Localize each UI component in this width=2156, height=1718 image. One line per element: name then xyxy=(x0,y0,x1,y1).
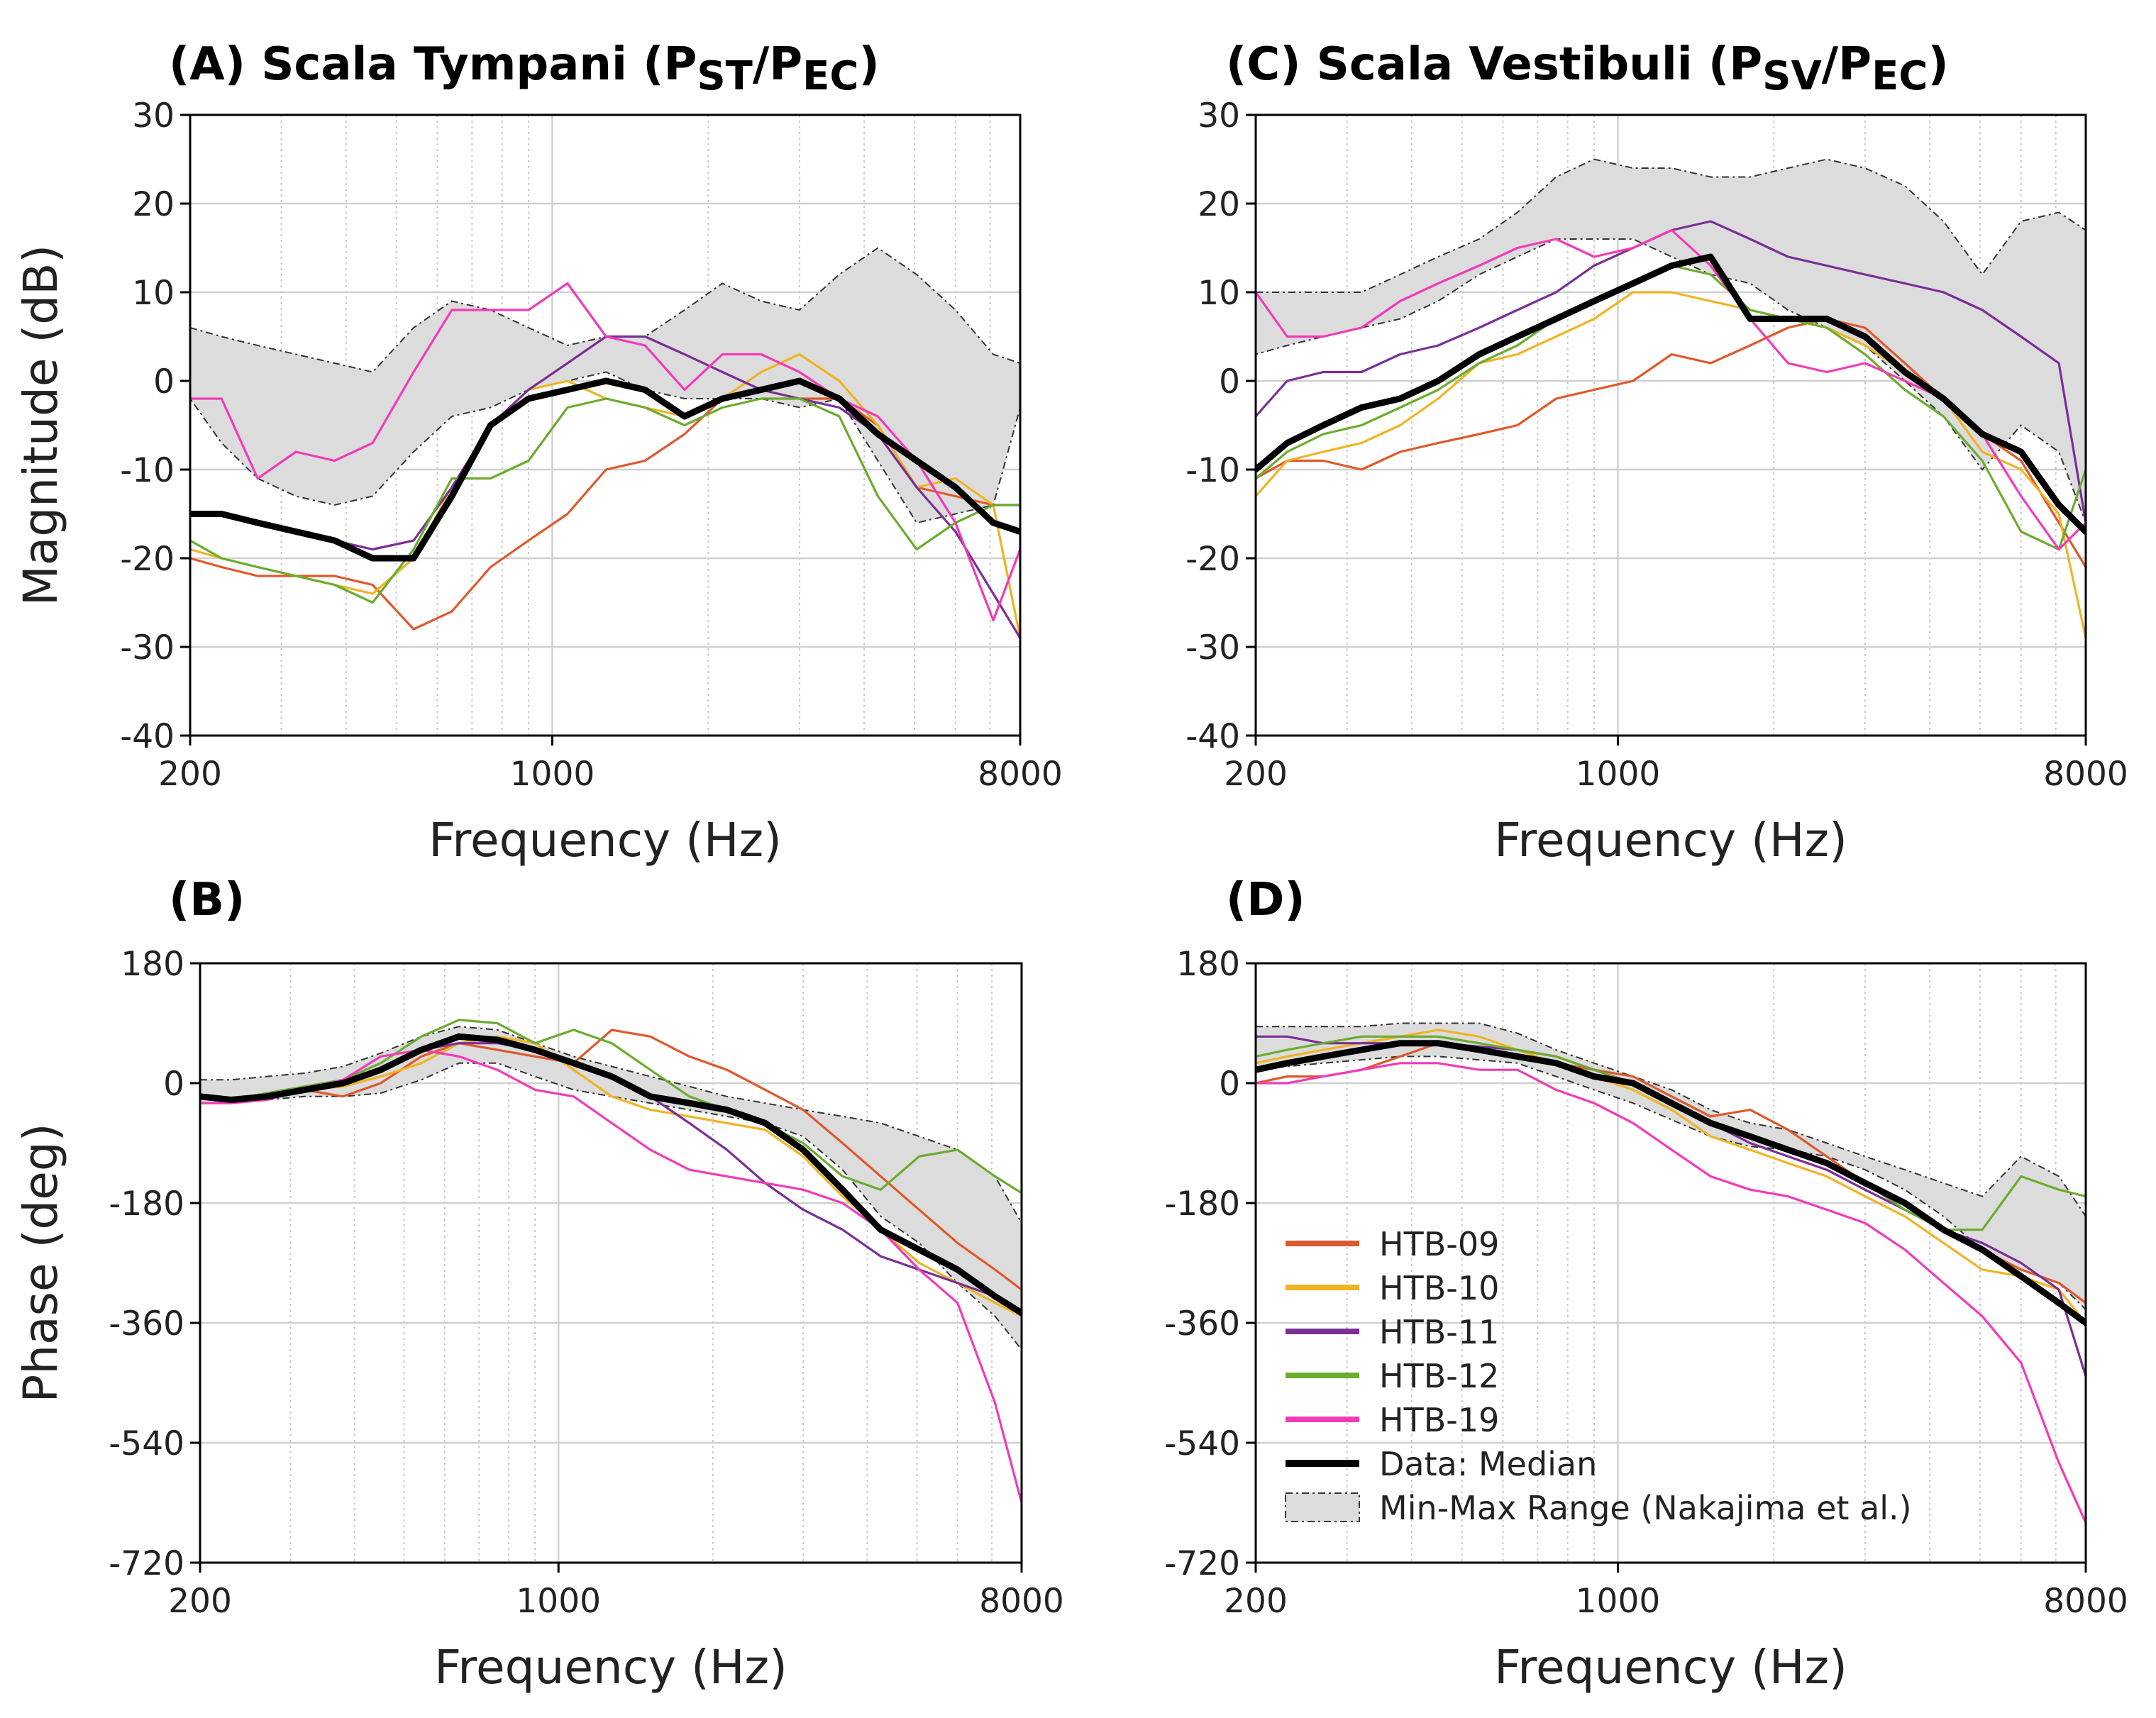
x-tick-label: 1000 xyxy=(1576,755,1661,794)
y-tick-label: 0 xyxy=(1219,362,1240,401)
y-tick-label: -360 xyxy=(1164,1304,1240,1343)
y-tick-label: 30 xyxy=(132,96,175,135)
series-line-htb-19 xyxy=(190,282,1020,622)
legend-label: Min-Max Range (Nakajima et al.) xyxy=(1379,1489,1912,1527)
panel-title: (B) xyxy=(169,874,245,926)
legend-item-htb-09: HTB-09 xyxy=(1286,1225,1499,1263)
series-line-htb-09 xyxy=(200,1029,1022,1291)
legend-item-htb-11: HTB-11 xyxy=(1286,1313,1499,1351)
x-axis-label: Frequency (Hz) xyxy=(1494,1640,1847,1695)
series-line-data-median xyxy=(1256,1040,2086,1326)
y-tick-label: -360 xyxy=(109,1304,184,1343)
y-tick-label: 180 xyxy=(121,945,184,984)
legend-item-htb-10: HTB-10 xyxy=(1286,1269,1499,1307)
y-tick-label: 20 xyxy=(132,185,175,224)
series-line-htb-19 xyxy=(1256,1062,2086,1524)
y-tick-label: 10 xyxy=(132,274,175,313)
y-tick-label: -720 xyxy=(109,1544,184,1583)
y-tick-label: -720 xyxy=(1164,1544,1240,1583)
x-tick-label: 1000 xyxy=(516,1582,601,1621)
x-axis-label: Frequency (Hz) xyxy=(1494,813,1847,868)
legend-item-htb-12: HTB-12 xyxy=(1286,1357,1499,1395)
y-tick-label: -180 xyxy=(109,1185,184,1224)
legend-label: HTB-11 xyxy=(1379,1313,1499,1351)
y-tick-label: -540 xyxy=(109,1424,184,1463)
x-tick-label: 200 xyxy=(158,755,222,794)
x-tick-label: 200 xyxy=(168,1582,232,1621)
y-tick-label: -10 xyxy=(120,451,175,490)
series-line-data-median xyxy=(1256,253,2086,535)
panel-title: (C) Scala Vestibuli (PSV/PEC) xyxy=(1226,38,1949,99)
panel-title: (A) Scala Tympani (PST/PEC) xyxy=(169,38,880,99)
min-max-range-band xyxy=(1256,158,2086,523)
x-tick-label: 8000 xyxy=(2043,755,2128,794)
panel-title: (D) xyxy=(1226,874,1305,926)
y-tick-label: -30 xyxy=(1185,628,1240,667)
x-tick-label: 200 xyxy=(1224,1582,1288,1621)
y-tick-label: 0 xyxy=(163,1065,184,1104)
legend-label: HTB-19 xyxy=(1379,1401,1499,1439)
x-tick-label: 1000 xyxy=(510,755,595,794)
legend-label: HTB-10 xyxy=(1379,1269,1499,1307)
series-line-htb-10 xyxy=(1256,291,2086,640)
x-tick-label: 8000 xyxy=(978,755,1063,794)
y-axis-label: Phase (deg) xyxy=(13,1124,68,1403)
y-tick-label: -30 xyxy=(120,628,175,667)
legend-label: HTB-12 xyxy=(1379,1357,1499,1395)
y-tick-label: 0 xyxy=(153,362,175,401)
y-tick-label: 0 xyxy=(1219,1065,1240,1104)
y-tick-label: 30 xyxy=(1198,96,1240,135)
y-tick-label: 10 xyxy=(1198,274,1240,313)
plot-frame xyxy=(1254,113,2087,737)
y-tick-label: 20 xyxy=(1198,185,1240,224)
y-tick-label: -40 xyxy=(120,717,175,756)
legend-item-htb-19: HTB-19 xyxy=(1286,1401,1499,1439)
x-tick-label: 1000 xyxy=(1576,1582,1661,1621)
y-tick-label: -20 xyxy=(1185,540,1240,579)
y-tick-label: -20 xyxy=(120,540,175,579)
min-max-range-band xyxy=(200,1026,1022,1351)
series-line-htb-12 xyxy=(190,397,1020,604)
legend-swatch xyxy=(1285,1492,1360,1522)
y-tick-label: -540 xyxy=(1164,1424,1240,1463)
legend-label: HTB-09 xyxy=(1379,1225,1499,1263)
y-tick-label: -10 xyxy=(1185,451,1240,490)
legend-label: Data: Median xyxy=(1379,1445,1597,1483)
min-max-range-band xyxy=(190,247,1020,524)
plot-frame xyxy=(189,113,1022,737)
x-tick-label: 8000 xyxy=(979,1582,1064,1621)
x-tick-label: 8000 xyxy=(2043,1582,2128,1621)
legend: HTB-09 HTB-10 HTB-11 HTB-12 HTB-19 Data: Medi… xyxy=(1285,1225,1912,1527)
y-axis-label: Magnitude (dB) xyxy=(13,245,68,606)
x-axis-label: Frequency (Hz) xyxy=(434,1640,787,1695)
x-tick-label: 200 xyxy=(1224,755,1288,794)
series-line-data-median xyxy=(190,377,1020,562)
plot-frame xyxy=(199,962,1023,1564)
y-tick-label: -180 xyxy=(1164,1185,1240,1224)
y-tick-label: 180 xyxy=(1176,945,1240,984)
y-tick-label: -40 xyxy=(1185,717,1240,756)
legend-item-range: Min-Max Range (Nakajima et al.) xyxy=(1285,1489,1912,1527)
plot-frame xyxy=(1254,962,2087,1564)
legend-item-median: Data: Median xyxy=(1286,1445,1597,1483)
series-line-htb-10 xyxy=(1256,1029,2086,1324)
x-axis-label: Frequency (Hz) xyxy=(429,813,782,868)
series-line-data-median xyxy=(200,1033,1022,1317)
